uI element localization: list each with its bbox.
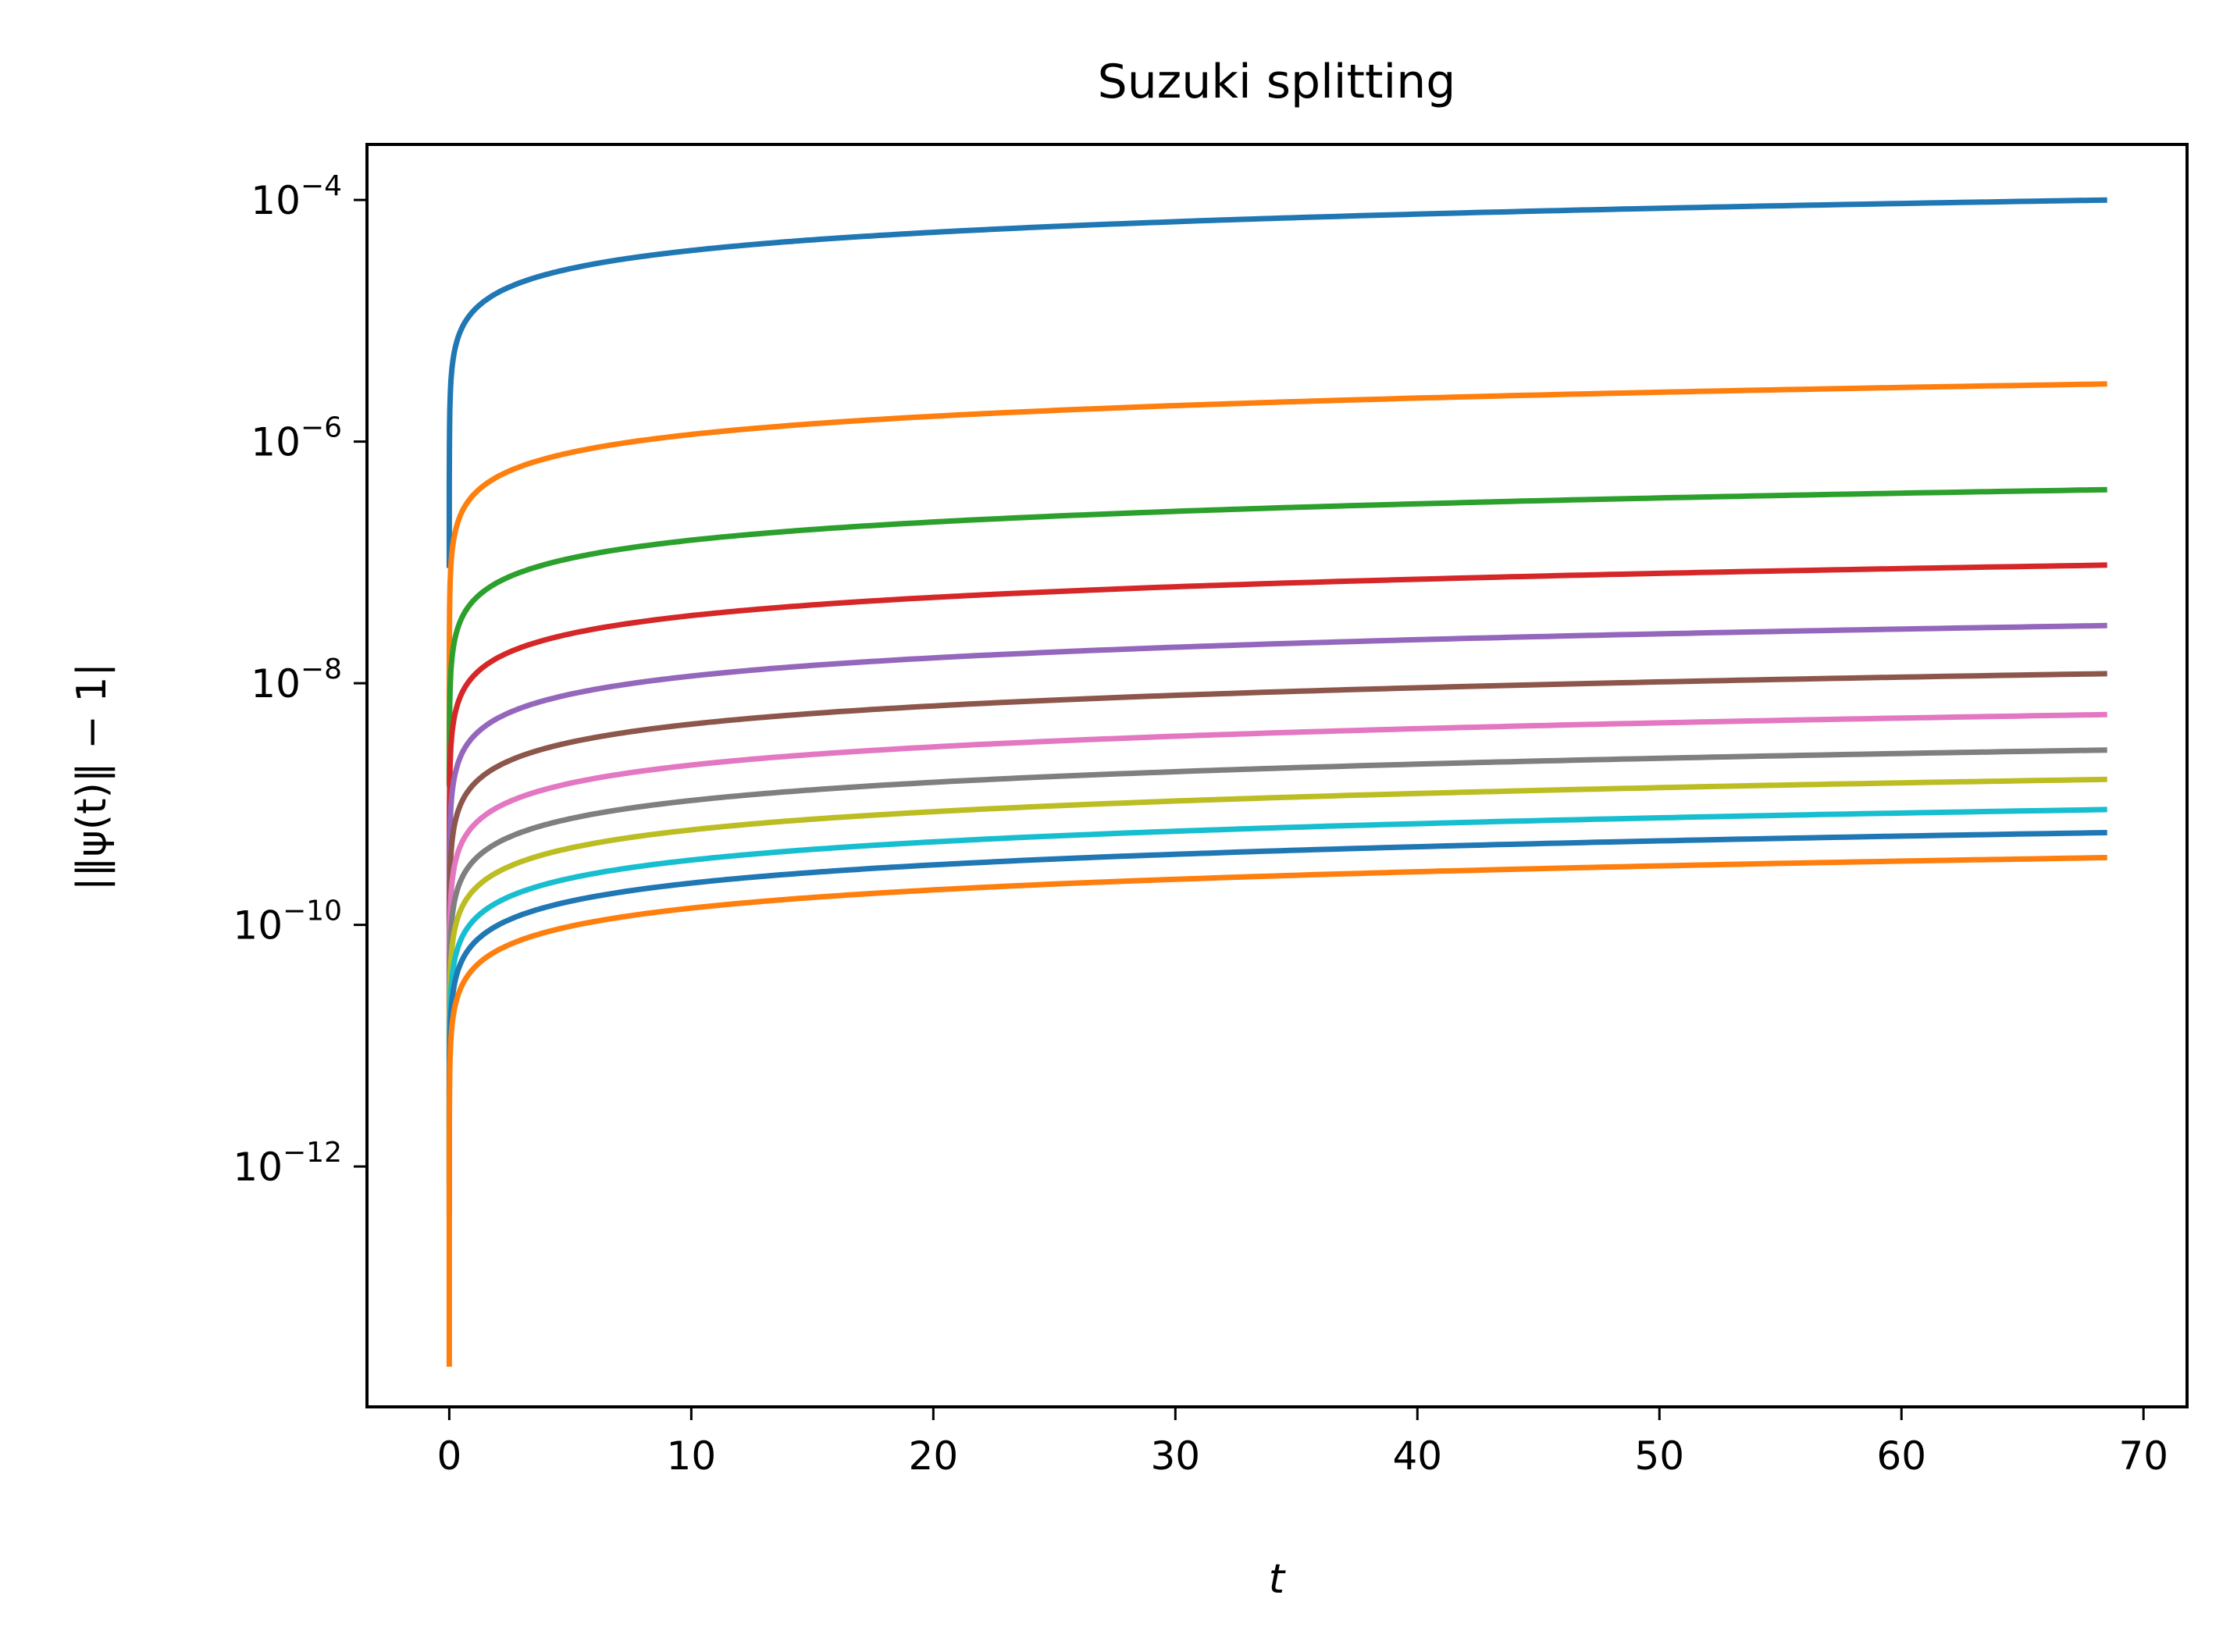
y-tick-exponent: −4	[301, 170, 342, 202]
x-tick-label: 50	[1634, 1433, 1684, 1479]
y-tick-base: 10	[251, 420, 301, 465]
x-axis-ticks: 0 10 20 30 40 50 60 70	[436, 1407, 2168, 1479]
y-tick-exponent: −12	[283, 1137, 342, 1169]
series-line-4	[446, 562, 2107, 925]
x-tick-label: 0	[436, 1433, 461, 1479]
y-tick-base: 10	[233, 903, 283, 949]
y-tick-base: 10	[251, 661, 301, 707]
y-tick-label: 10−4	[251, 170, 342, 223]
y-tick-label: 10−8	[251, 653, 342, 707]
x-tick-label: 10	[667, 1433, 717, 1479]
series-line-5	[446, 622, 2107, 1009]
series-line-2	[446, 381, 2107, 783]
series-line-10	[446, 806, 2107, 1185]
x-tick-label: 60	[1876, 1433, 1926, 1479]
series-line-12	[446, 855, 2107, 1367]
series-line-6	[446, 671, 2107, 1058]
x-axis-label: t	[1269, 1556, 1286, 1603]
y-tick-base: 10	[233, 1145, 283, 1190]
series-line-3	[446, 486, 2107, 787]
y-tick-exponent: −6	[301, 412, 342, 444]
series-lines	[446, 197, 2107, 1367]
series-line-8	[446, 747, 2107, 1130]
y-tick-exponent: −10	[283, 895, 342, 927]
x-tick-label: 30	[1150, 1433, 1200, 1479]
y-tick-exponent: −8	[301, 653, 342, 685]
y-tick-base: 10	[251, 178, 301, 223]
y-tick-label: 10−6	[251, 412, 342, 465]
x-tick-label: 20	[909, 1433, 959, 1479]
series-line-9	[446, 776, 2107, 1157]
series-line-11	[446, 830, 2107, 1215]
y-tick-label: 10−10	[233, 895, 342, 949]
x-tick-label: 40	[1392, 1433, 1442, 1479]
y-axis-label: |‖ψ(t)‖ − 1|	[69, 663, 116, 891]
x-tick-label: 70	[2118, 1433, 2168, 1479]
series-line-1	[446, 197, 2107, 568]
plot-frame	[365, 143, 2189, 1408]
series-line-7	[446, 711, 2107, 1094]
y-tick-label: 10−12	[233, 1137, 342, 1190]
chart-title: Suzuki splitting	[1098, 55, 1456, 109]
